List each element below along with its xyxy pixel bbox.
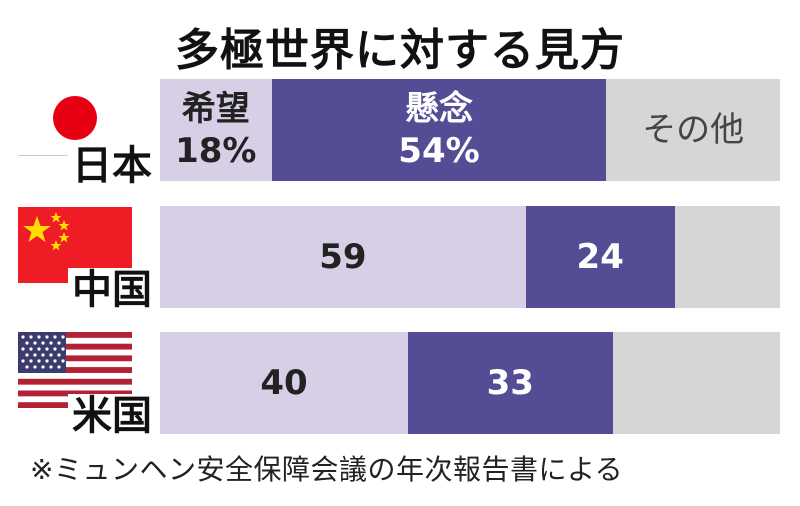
bar-row-china: 59 24: [160, 206, 780, 308]
data-label-hope-japan: 希望 18%: [175, 89, 257, 171]
japan-flag-icon: [18, 80, 132, 156]
bar-hope-china: 59: [160, 206, 526, 308]
data-label-hope-us: 40: [260, 363, 308, 403]
bar-other-japan: その他: [606, 79, 780, 181]
bar-concern-china: 24: [525, 206, 675, 308]
source-footnote: ※ミュンヘン安全保障会議の年次報告書による: [30, 453, 624, 486]
chart-title: 多極世界に対する見方: [175, 25, 625, 76]
bar-other-china: [674, 206, 780, 308]
data-label-concern-china: 24: [576, 237, 624, 277]
country-label-japan: 日本: [68, 144, 156, 188]
bar-row-japan: 希望 18% 懸念 54% その他: [160, 79, 780, 181]
data-label-hope-china: 59: [319, 237, 367, 277]
bar-concern-us: 33: [408, 332, 613, 434]
data-label-concern-japan: 懸念 54%: [398, 89, 480, 171]
country-label-us: 米国: [68, 394, 156, 438]
bar-row-us: 40 33: [160, 332, 780, 434]
data-label-concern-us: 33: [486, 363, 534, 403]
country-label-china: 中国: [68, 268, 156, 312]
bar-hope-japan: 希望 18%: [160, 79, 272, 181]
bar-hope-us: 40: [160, 332, 408, 434]
bar-other-us: [612, 332, 780, 434]
data-label-other-japan: その他: [642, 110, 745, 150]
bar-concern-japan: 懸念 54%: [271, 79, 607, 181]
